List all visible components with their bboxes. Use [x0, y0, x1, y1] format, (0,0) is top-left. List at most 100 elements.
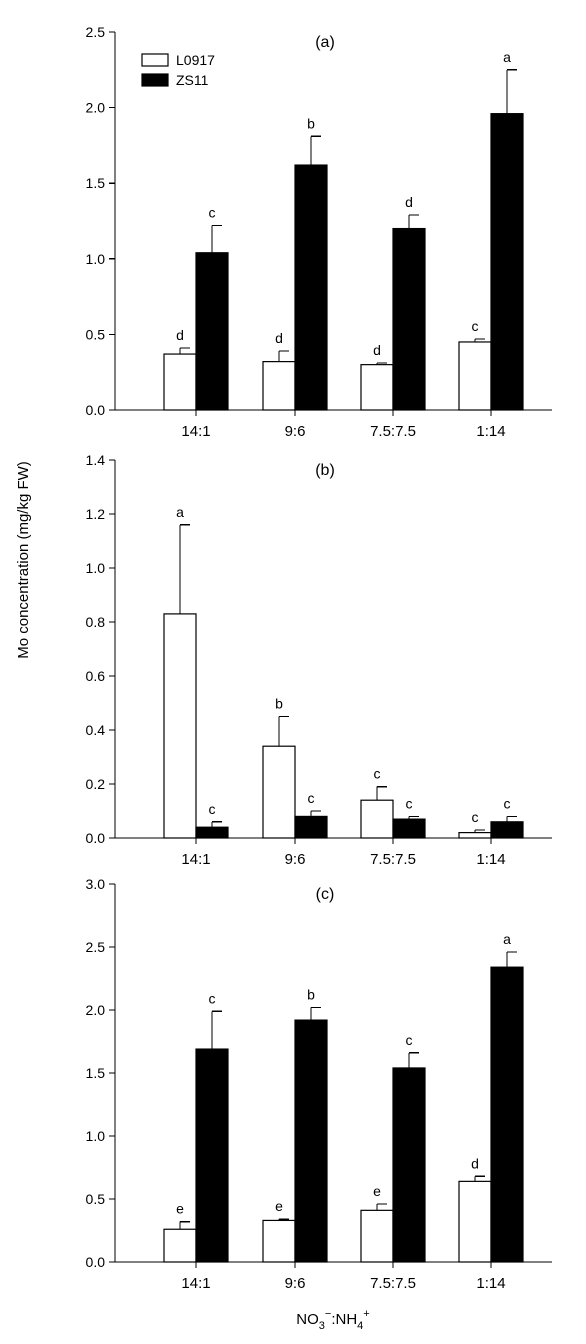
significance-letter: d: [275, 330, 283, 346]
y-tick-label: 0.8: [86, 614, 106, 630]
significance-letter: a: [176, 504, 184, 520]
bar-ZS11: [392, 1067, 426, 1263]
significance-letter: c: [504, 795, 511, 811]
x-tick-label: 7.5:7.5: [370, 851, 416, 868]
y-tick-label: 0.6: [86, 668, 106, 684]
bar-ZS11: [195, 826, 229, 839]
bar-L0917: [163, 613, 197, 839]
bar-L0917: [458, 831, 492, 839]
bar-ZS11: [294, 815, 328, 839]
y-tick-label: 3.0: [86, 876, 106, 892]
bar-L0917: [262, 1219, 296, 1263]
y-tick-label: 2.0: [86, 100, 106, 116]
panel-label: (b): [315, 462, 335, 479]
bar-ZS11: [294, 164, 328, 411]
legend-label: L0917: [176, 52, 215, 68]
x-tick-label: 1:14: [476, 423, 505, 440]
bar-L0917: [360, 799, 394, 839]
significance-letter: c: [406, 1032, 413, 1048]
x-axis-label-prefix: NO: [296, 1311, 319, 1328]
legend-label: ZS11: [176, 72, 209, 88]
significance-letter: d: [471, 1155, 479, 1171]
y-tick-label: 0.0: [86, 830, 106, 846]
y-tick-label: 0.0: [86, 1254, 106, 1270]
x-axis-label-sub2: 4: [357, 1320, 363, 1332]
bar-ZS11: [195, 252, 229, 411]
bar-ZS11: [195, 1048, 229, 1263]
bar-L0917: [262, 745, 296, 839]
y-tick-label: 0.4: [86, 722, 106, 738]
significance-letter: e: [373, 1183, 381, 1199]
x-tick-label: 1:14: [476, 1275, 505, 1292]
x-tick-label: 9:6: [285, 851, 306, 868]
bar-ZS11: [490, 966, 524, 1263]
panel-label: (c): [316, 886, 335, 903]
y-tick-label: 0.5: [86, 1191, 106, 1207]
significance-letter: d: [405, 194, 413, 210]
significance-letter: d: [176, 327, 184, 343]
bar-L0917: [360, 364, 394, 411]
significance-letter: b: [275, 696, 283, 712]
bar-L0917: [163, 1228, 197, 1263]
significance-letter: a: [503, 49, 511, 65]
significance-letter: c: [406, 795, 413, 811]
significance-letter: c: [308, 790, 315, 806]
x-tick-label: 14:1: [181, 423, 210, 440]
significance-letter: b: [307, 115, 315, 131]
x-axis-label-sup1: −: [325, 1308, 331, 1320]
y-tick-label: 0.0: [86, 402, 106, 418]
legend-swatch: [141, 73, 169, 87]
x-tick-label: 14:1: [181, 851, 210, 868]
bar-L0917: [163, 353, 197, 411]
significance-letter: c: [374, 766, 381, 782]
significance-letter: c: [472, 809, 479, 825]
x-axis-label-middle: :NH: [331, 1311, 357, 1328]
bar-ZS11: [392, 227, 426, 411]
y-axis-label: Mo concentration (mg/kg FW): [15, 461, 32, 659]
x-axis-label: NO3−:NH4+: [296, 1308, 369, 1332]
bar-ZS11: [294, 1019, 328, 1263]
significance-letter: c: [209, 990, 216, 1006]
y-tick-label: 0.5: [86, 326, 106, 342]
x-tick-label: 1:14: [476, 851, 505, 868]
significance-letter: c: [209, 205, 216, 221]
y-tick-label: 1.5: [86, 1065, 106, 1081]
significance-letter: c: [209, 801, 216, 817]
x-tick-label: 14:1: [181, 1275, 210, 1292]
significance-letter: e: [176, 1201, 184, 1217]
significance-letter: c: [472, 318, 479, 334]
bar-ZS11: [490, 113, 524, 411]
y-tick-label: 1.2: [86, 506, 106, 522]
bar-L0917: [262, 361, 296, 411]
x-tick-label: 7.5:7.5: [370, 423, 416, 440]
y-tick-label: 1.4: [86, 452, 106, 468]
x-tick-label: 7.5:7.5: [370, 1275, 416, 1292]
x-axis-label-sup2: +: [363, 1308, 369, 1320]
panel-label: (a): [315, 34, 335, 51]
y-tick-label: 1.0: [86, 560, 106, 576]
significance-letter: d: [373, 342, 381, 358]
panel-1: 0.0 0.2 0.4 0.6 0.8 1.0 1.2 1.4 14:1 9:6 7.5:7.5 1:…: [86, 452, 552, 868]
y-tick-label: 2.5: [86, 939, 106, 955]
panel-2: 0.0 0.5 1.0 1.5 2.0 2.5 3.0 14:1 9:6 7.5:7.5 1:14 (…: [86, 876, 552, 1292]
panel-0: 0.0 0.5 1.0 1.5 2.0 2.5 14:1 9:6 7.5:7.5 1:14 (a) d…: [86, 24, 552, 440]
bar-ZS11: [490, 821, 524, 839]
bar-L0917: [458, 1180, 492, 1263]
x-axis-label-sub1: 3: [319, 1320, 325, 1332]
y-tick-label: 1.0: [86, 251, 106, 267]
y-tick-label: 1.0: [86, 1128, 106, 1144]
significance-letter: b: [307, 986, 315, 1002]
bar-ZS11: [392, 818, 426, 839]
bar-L0917: [458, 341, 492, 411]
y-tick-label: 2.5: [86, 24, 106, 40]
x-tick-label: 9:6: [285, 1275, 306, 1292]
y-tick-label: 1.5: [86, 175, 106, 191]
significance-letter: a: [503, 931, 511, 947]
y-tick-label: 0.2: [86, 776, 106, 792]
legend-swatch: [141, 53, 169, 67]
y-tick-label: 2.0: [86, 1002, 106, 1018]
significance-letter: e: [275, 1198, 283, 1214]
x-tick-label: 9:6: [285, 423, 306, 440]
